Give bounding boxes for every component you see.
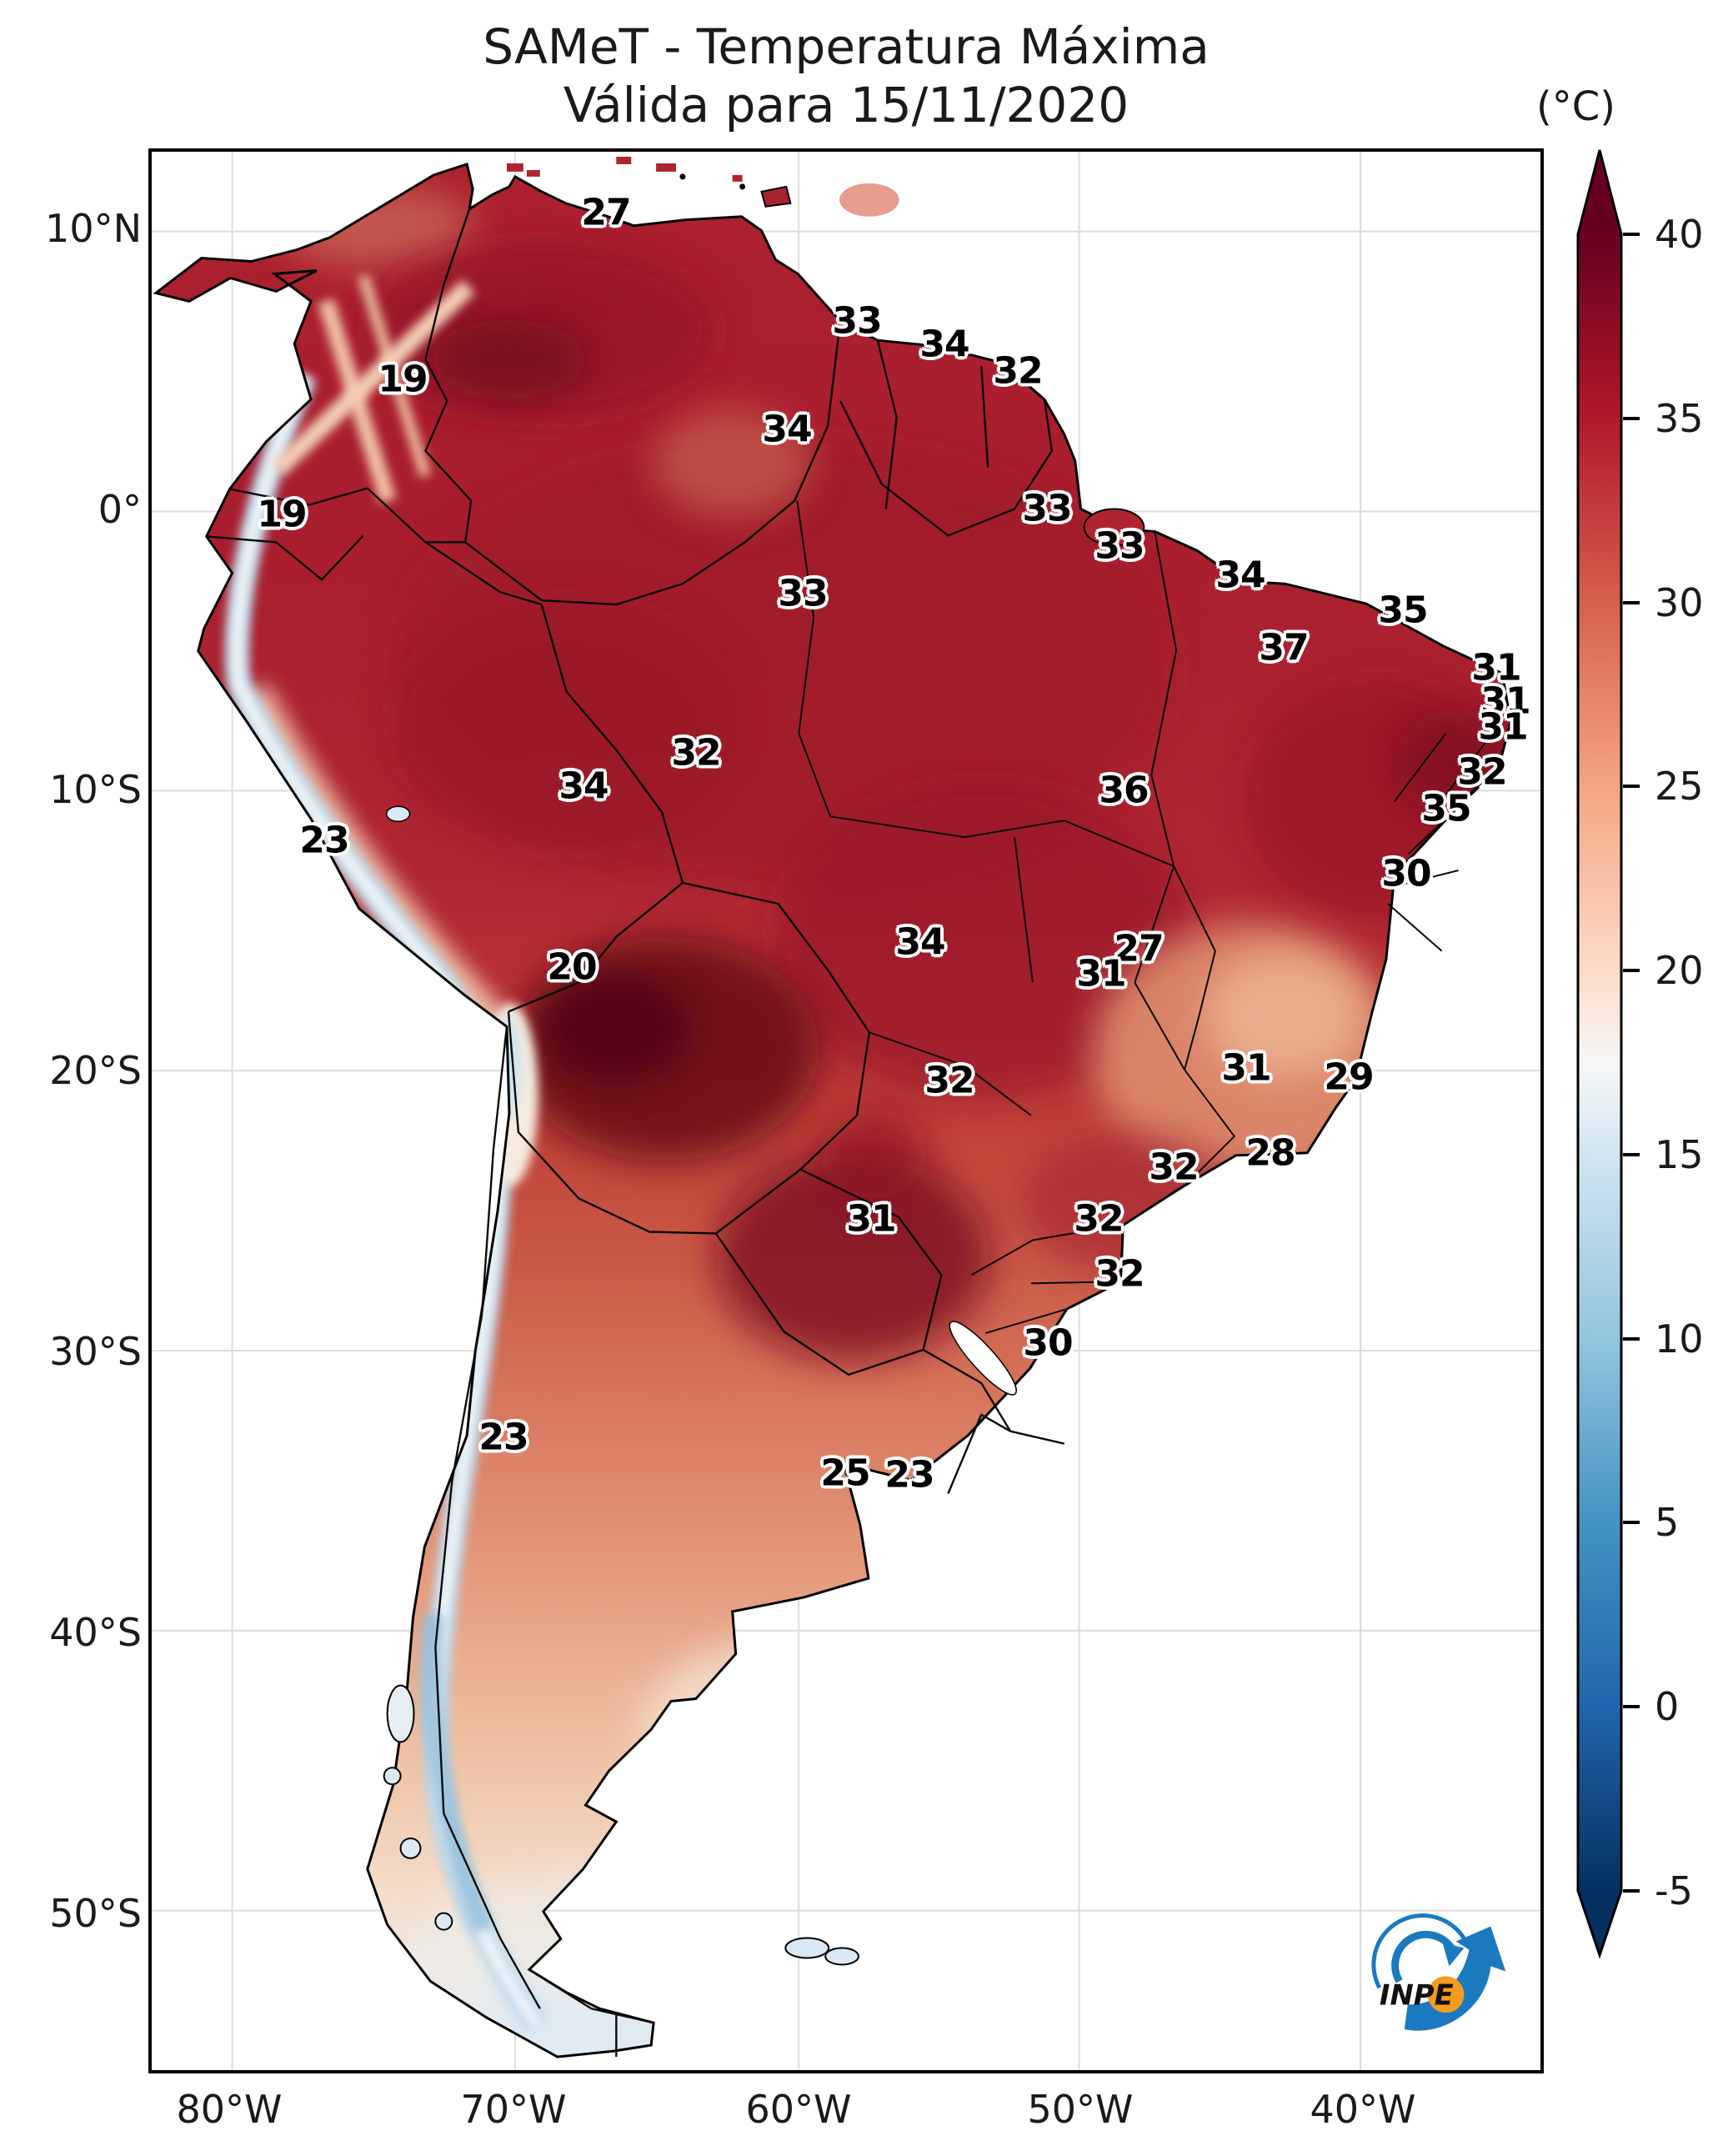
station-temp-label: 27 (581, 191, 631, 234)
station-temp-label: 27 (1114, 927, 1164, 970)
station-temp-label: 37 (1259, 626, 1309, 669)
colorbar-tick-label: 0 (1655, 1684, 1680, 1730)
station-temp-label: 35 (1421, 787, 1471, 830)
station-temp-label: 34 (919, 323, 969, 366)
figure-title-line2: Válida para 15/11/2020 (563, 77, 1129, 133)
station-temp-label: 19 (378, 358, 428, 401)
colorbar-tick-label: 15 (1655, 1131, 1704, 1177)
lat-tick-label: 50°S (49, 1891, 142, 1936)
station-temp-label: 33 (778, 572, 828, 615)
colorbar-tick-mark (1623, 1889, 1640, 1893)
colorbar-tick-label: 40 (1655, 212, 1704, 257)
colorbar-tick-mark (1623, 1521, 1640, 1525)
lat-tick-label: 10°N (45, 206, 142, 251)
station-temp-label: 35 (1378, 589, 1428, 632)
colorbar-tick-mark (1623, 1705, 1640, 1709)
lat-tick-label: 40°S (49, 1610, 142, 1655)
colorbar-gradient-bar (1576, 149, 1623, 1959)
colorbar-tick-mark (1623, 416, 1640, 420)
station-temp-label: 23 (299, 819, 349, 862)
temperature-colorbar (1576, 149, 1623, 1959)
station-temp-label: 32 (1094, 1252, 1144, 1296)
station-temp-label: 32 (671, 731, 721, 775)
colorbar-tick-label: 5 (1655, 1500, 1680, 1546)
station-temp-label: 25 (820, 1452, 870, 1495)
station-temp-label: 34 (1215, 554, 1265, 597)
station-temp-label: 23 (884, 1453, 934, 1497)
colorbar-tick-mark (1623, 600, 1640, 604)
figure-title-line1: SAMeT - Temperatura Máxima (483, 18, 1210, 75)
lon-tick-label: 50°W (1027, 2087, 1134, 2132)
lat-tick-label: 30°S (49, 1329, 142, 1374)
colorbar-tick-label: 20 (1655, 948, 1704, 994)
south-america-temperature-map: INPE (152, 152, 1540, 2070)
colorbar-tick-mark (1623, 1336, 1640, 1341)
station-temp-label: 31 (1076, 952, 1126, 995)
lon-tick-label: 70°W (460, 2087, 567, 2132)
station-temp-label: 32 (1074, 1197, 1124, 1241)
station-temp-label: 28 (1245, 1131, 1295, 1175)
station-temp-label: 33 (1022, 487, 1072, 530)
temperature-raster (155, 163, 1511, 2058)
country-borders (206, 208, 1065, 2058)
station-temp-label: 30 (1381, 852, 1431, 895)
lat-tick-label: 0° (98, 487, 142, 532)
lat-tick-label: 10°S (49, 767, 142, 812)
station-temp-label: 31 (1471, 646, 1521, 689)
colorbar-tick-label: -5 (1655, 1868, 1693, 1914)
station-temp-label: 31 (1480, 679, 1530, 723)
lon-tick-label: 80°W (176, 2087, 283, 2132)
state-borders (796, 500, 1497, 1335)
station-temp-label: 30 (1023, 1321, 1073, 1365)
colorbar-tick-label: 35 (1655, 395, 1704, 441)
station-temp-label: 34 (895, 920, 945, 964)
station-temp-label: 33 (832, 299, 882, 343)
colorbar-tick-mark (1623, 233, 1640, 236)
colorbar-tick-label: 10 (1655, 1316, 1704, 1361)
station-temp-label: 29 (1324, 1055, 1374, 1099)
station-temp-label: 32 (1149, 1146, 1199, 1189)
station-temp-label: 36 (1099, 769, 1149, 812)
station-temp-label: 34 (762, 408, 812, 451)
colorbar-tick-mark (1623, 785, 1640, 789)
station-temp-label: 32 (993, 349, 1043, 393)
station-temp-label: 31 (846, 1197, 896, 1241)
colorbar-tick-mark (1623, 969, 1640, 973)
station-temp-label: 20 (547, 945, 597, 989)
colorbar-tick-mark (1623, 1152, 1640, 1156)
colorbar-tick-label: 30 (1655, 579, 1704, 625)
islands-and-lakes (383, 156, 1145, 1966)
lat-tick-label: 20°S (49, 1048, 142, 1093)
station-temp-label: 32 (1457, 750, 1507, 794)
colorbar-unit-label: (°C) (1536, 83, 1615, 130)
station-temp-label: 23 (478, 1416, 528, 1459)
map-plot-area: INPE (148, 148, 1544, 2073)
inpe-logo-text: INPE (1380, 1978, 1454, 2011)
station-temp-label: 33 (1094, 524, 1144, 568)
colorbar-tick-label: 25 (1655, 764, 1704, 810)
station-temp-label: 34 (558, 765, 609, 808)
station-temp-label: 32 (924, 1059, 974, 1102)
station-temp-label: 19 (257, 493, 307, 536)
lon-tick-label: 40°W (1310, 2087, 1416, 2132)
station-temp-label: 31 (1478, 705, 1528, 749)
station-temp-label: 31 (1221, 1046, 1271, 1090)
lon-tick-label: 60°W (745, 2087, 852, 2132)
inpe-logo: INPE (1371, 1913, 1506, 2031)
